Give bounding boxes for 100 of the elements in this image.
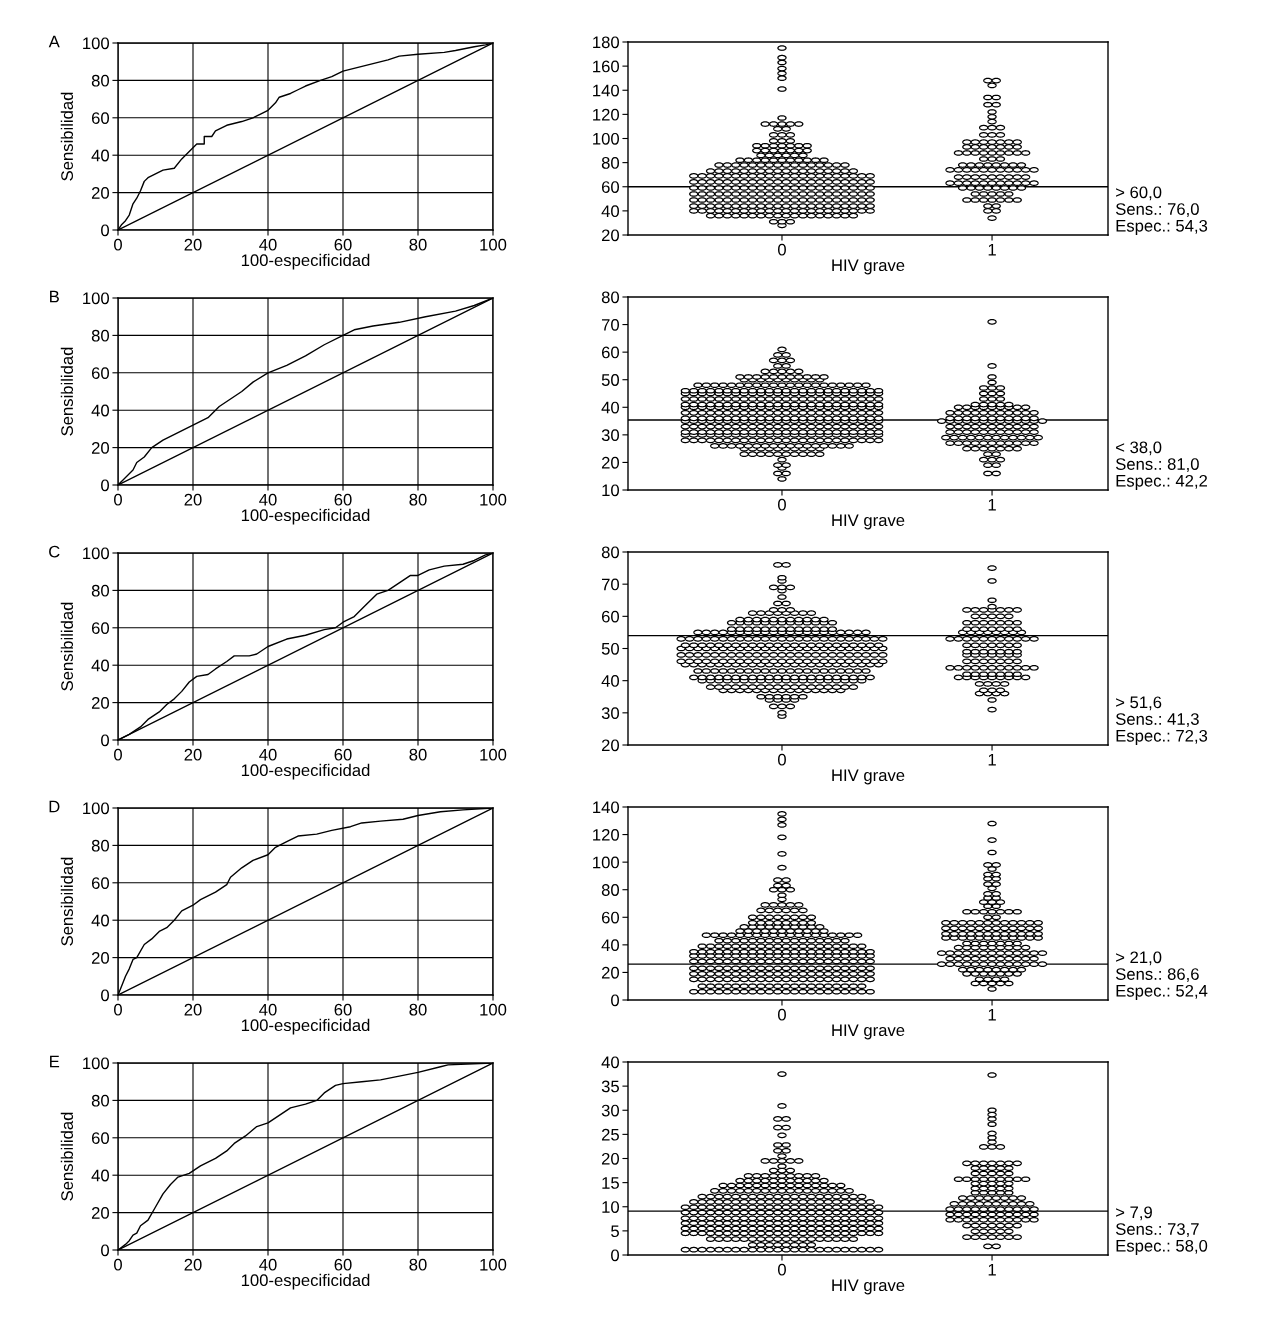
x-tick-label: 0 [778, 1008, 786, 1021]
text: Espec.: 72,3 [1116, 729, 1208, 745]
y-tick-label: 30 [601, 1104, 620, 1117]
x-tick-label: 60 [334, 493, 352, 506]
y-tick-label: 35 [601, 1080, 619, 1093]
x-axis-title: HIV grave [832, 259, 905, 275]
y-tick-label: 60 [601, 911, 620, 924]
y-tick-label: 100 [83, 37, 110, 50]
y-tick-label: 50 [601, 374, 620, 386]
x-tick-label: 1 [988, 1008, 996, 1021]
x-tick-label: 1 [988, 753, 996, 766]
x-axis-title: 100-especificidad [241, 253, 370, 270]
x-tick-label: 40 [259, 493, 277, 506]
y-tick-label: 60 [601, 346, 620, 359]
x-tick-label: 1 [988, 498, 996, 511]
text: Sens.: 73,7 [1115, 1223, 1199, 1237]
y-tick-label: 0 [101, 224, 110, 237]
text: Sens.: 76,0 [1115, 203, 1199, 217]
text: Espec.: 42,2 [1116, 474, 1208, 490]
y-tick-label: 100 [83, 292, 110, 305]
y-tick-label: 80 [601, 546, 620, 559]
x-axis-title: 100-especificidad [241, 1018, 370, 1035]
text: Sens.: 81,0 [1115, 458, 1199, 472]
y-tick-label: 40 [91, 1169, 110, 1182]
y-tick-label: 20 [91, 187, 110, 199]
x-axis-title: HIV grave [832, 1024, 905, 1040]
y-tick-label: 40 [601, 939, 620, 952]
chart-title: C [49, 545, 60, 558]
y-tick-label: 40 [91, 404, 110, 417]
y-tick-label: 140 [593, 801, 620, 814]
text: Espec.: 58,0 [1116, 1239, 1208, 1255]
x-axis-title: 100-especificidad [241, 508, 370, 525]
y-tick-label: 180 [593, 36, 620, 49]
chart-title: E [50, 1055, 60, 1068]
y-tick-label: 0 [101, 1244, 110, 1257]
y-tick-label: 160 [593, 60, 620, 73]
text: Sens.: 86,6 [1115, 968, 1199, 982]
chart-title: A [48, 35, 60, 48]
x-tick-label: 20 [184, 1003, 202, 1016]
x-tick-label: 0 [778, 1263, 786, 1276]
y-tick-label: 100 [593, 856, 620, 869]
x-tick-label: 100 [480, 238, 507, 251]
y-tick-label: 60 [91, 877, 110, 889]
x-tick-label: 80 [409, 1003, 427, 1016]
text: < 38,0 [1116, 441, 1162, 456]
y-tick-label: 80 [91, 1094, 110, 1107]
y-tick-label: 0 [101, 989, 110, 1002]
y-tick-label: 70 [601, 578, 620, 591]
y-tick-label: 60 [91, 1132, 110, 1144]
x-tick-label: 0 [114, 748, 122, 761]
y-axis-title: Sensibilidad [60, 602, 74, 691]
y-tick-label: 40 [91, 149, 110, 162]
x-tick-label: 1 [988, 243, 996, 256]
y-tick-label: 80 [91, 74, 110, 87]
y-tick-label: 80 [91, 329, 110, 342]
x-tick-label: 0 [114, 1003, 122, 1016]
y-tick-label: 20 [601, 739, 620, 752]
x-tick-label: 80 [409, 748, 427, 761]
x-tick-label: 60 [334, 238, 352, 251]
x-tick-label: 40 [259, 748, 277, 761]
x-tick-label: 1 [988, 1263, 996, 1276]
y-tick-label: 15 [602, 1177, 619, 1189]
x-axis-title: 100-especificidad [241, 1273, 370, 1290]
x-tick-label: 0 [778, 498, 786, 511]
y-tick-label: 80 [91, 584, 110, 597]
chart-title: D [49, 800, 60, 813]
y-tick-label: 0 [101, 479, 110, 492]
y-tick-label: 20 [601, 456, 620, 469]
y-tick-label: 60 [91, 112, 110, 124]
x-axis-title: HIV grave [832, 514, 905, 530]
y-tick-label: 30 [601, 429, 620, 442]
y-tick-label: 80 [601, 157, 620, 169]
x-tick-label: 20 [184, 493, 202, 506]
y-tick-label: 20 [601, 229, 620, 242]
x-tick-label: 0 [114, 238, 122, 251]
y-tick-label: 120 [593, 108, 620, 121]
y-tick-label: 40 [91, 914, 110, 927]
x-axis-title: HIV grave [832, 769, 905, 785]
y-tick-label: 30 [601, 707, 620, 720]
text: Espec.: 52,4 [1116, 984, 1208, 1000]
x-tick-label: 60 [334, 748, 352, 761]
x-tick-label: 40 [259, 1003, 277, 1016]
y-axis-title: Sensibilidad [60, 92, 74, 181]
y-tick-label: 40 [91, 659, 110, 672]
y-tick-label: 0 [611, 1249, 620, 1262]
text: Sens.: 41,3 [1115, 713, 1199, 727]
y-tick-label: 20 [601, 966, 620, 979]
y-tick-label: 40 [601, 1056, 620, 1069]
x-tick-label: 100 [480, 1003, 507, 1016]
x-tick-label: 0 [778, 243, 786, 256]
y-tick-label: 5 [611, 1225, 619, 1238]
y-tick-label: 80 [601, 884, 620, 896]
y-tick-label: 80 [601, 291, 620, 304]
x-tick-label: 100 [480, 748, 507, 761]
x-axis-title: HIV grave [832, 1279, 905, 1295]
y-tick-label: 40 [601, 675, 620, 687]
text: > 21,0 [1116, 951, 1162, 966]
x-tick-label: 40 [259, 238, 277, 251]
y-tick-label: 40 [601, 205, 620, 218]
x-tick-label: 80 [409, 493, 427, 506]
